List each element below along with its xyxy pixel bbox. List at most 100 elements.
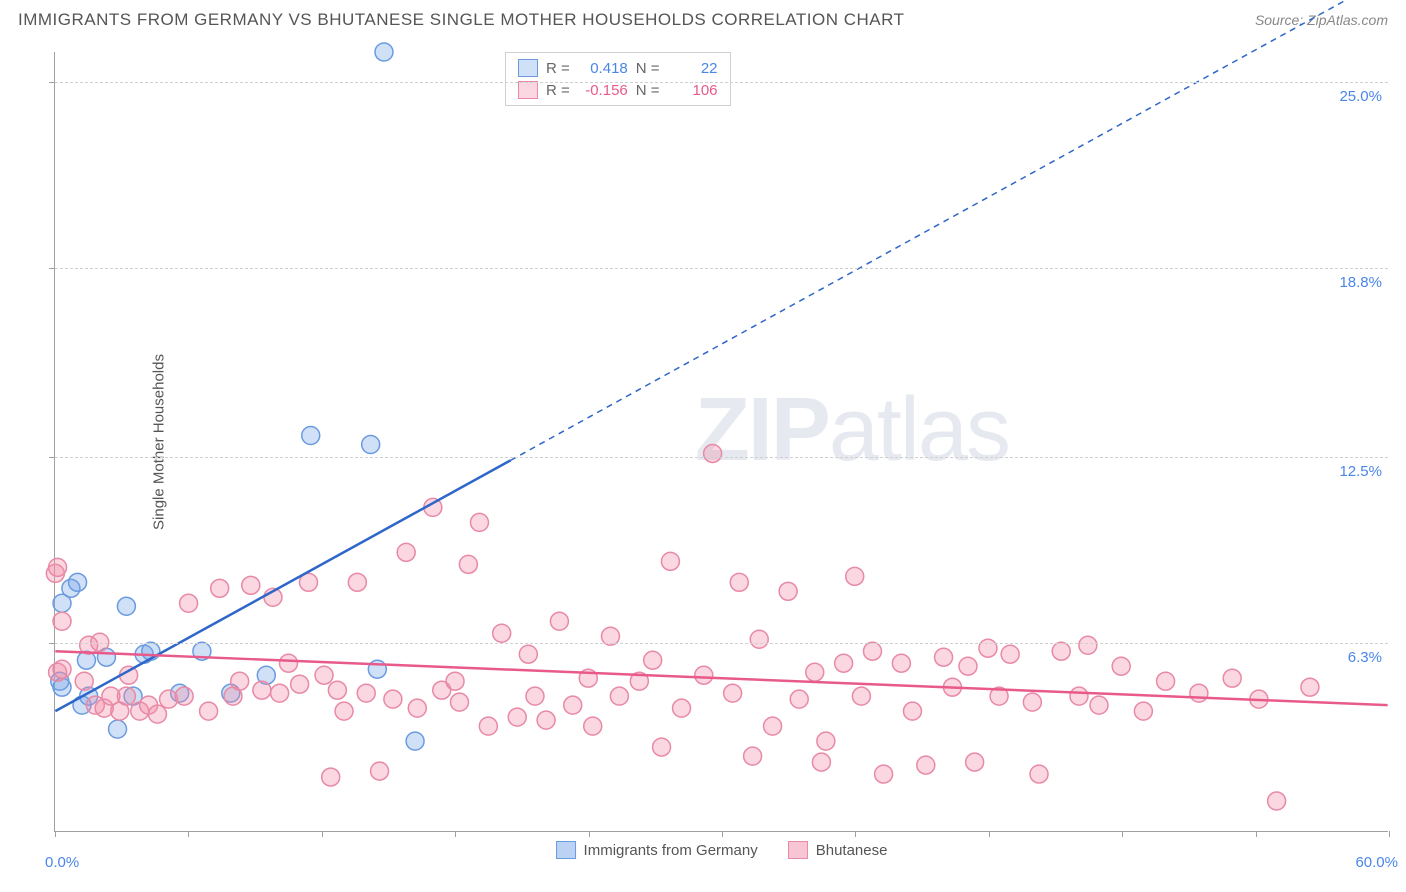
scatter-point — [75, 672, 93, 690]
scatter-point — [764, 717, 782, 735]
scatter-point — [779, 582, 797, 600]
legend-swatch-bhutanese — [518, 81, 538, 99]
y-tick-label: 25.0% — [1339, 88, 1382, 105]
scatter-point — [724, 684, 742, 702]
bottom-legend-item-2: Bhutanese — [788, 841, 888, 859]
scatter-point — [610, 687, 628, 705]
scatter-point — [493, 624, 511, 642]
scatter-point — [584, 717, 602, 735]
scatter-point — [730, 573, 748, 591]
scatter-point — [750, 630, 768, 648]
stats-r-value-1: 0.418 — [578, 60, 628, 77]
scatter-point — [49, 558, 67, 576]
scatter-point — [790, 690, 808, 708]
x-min-label: 0.0% — [45, 854, 79, 871]
chart-title: IMMIGRANTS FROM GERMANY VS BHUTANESE SIN… — [18, 10, 904, 30]
scatter-point — [450, 693, 468, 711]
scatter-point — [1134, 702, 1152, 720]
stats-r-label-2: R = — [546, 82, 570, 99]
scatter-point — [959, 657, 977, 675]
stats-legend: R = 0.418 N = 22 R = -0.156 N = 106 — [505, 52, 731, 106]
scatter-point — [149, 705, 167, 723]
scatter-point — [1023, 693, 1041, 711]
scatter-point — [180, 594, 198, 612]
bottom-swatch-germany — [556, 841, 576, 859]
scatter-point — [231, 672, 249, 690]
scatter-point — [903, 702, 921, 720]
scatter-point — [508, 708, 526, 726]
scatter-point — [1090, 696, 1108, 714]
scatter-point — [812, 753, 830, 771]
stats-n-value-2: 106 — [668, 82, 718, 99]
scatter-point — [644, 651, 662, 669]
stats-legend-row-1: R = 0.418 N = 22 — [518, 57, 718, 79]
stats-n-label: N = — [636, 60, 660, 77]
scatter-point — [322, 768, 340, 786]
scatter-point — [470, 513, 488, 531]
scatter-point — [280, 654, 298, 672]
chart-plot-area: Single Mother Households ZIPatlas R = 0.… — [54, 52, 1388, 832]
bottom-legend-item-1: Immigrants from Germany — [556, 841, 758, 859]
scatter-point — [917, 756, 935, 774]
scatter-point — [242, 576, 260, 594]
scatter-point — [892, 654, 910, 672]
scatter-point — [966, 753, 984, 771]
scatter-point — [446, 672, 464, 690]
scatter-point — [479, 717, 497, 735]
scatter-point — [1079, 636, 1097, 654]
scatter-point — [1052, 642, 1070, 660]
scatter-point — [371, 762, 389, 780]
scatter-point — [253, 681, 271, 699]
bottom-legend-label-1: Immigrants from Germany — [584, 842, 758, 859]
scatter-point — [406, 732, 424, 750]
scatter-point — [835, 654, 853, 672]
y-tick-label: 18.8% — [1339, 274, 1382, 291]
scatter-point — [979, 639, 997, 657]
scatter-point — [408, 699, 426, 717]
scatter-point — [53, 612, 71, 630]
scatter-point — [704, 444, 722, 462]
bottom-swatch-bhutanese — [788, 841, 808, 859]
scatter-point — [1030, 765, 1048, 783]
scatter-point — [291, 675, 309, 693]
scatter-point — [673, 699, 691, 717]
scatter-point — [175, 687, 193, 705]
scatter-point — [459, 555, 477, 573]
scatter-point — [935, 648, 953, 666]
bottom-legend: Immigrants from Germany Bhutanese — [556, 841, 888, 859]
scatter-point — [653, 738, 671, 756]
y-tick-label: 12.5% — [1339, 463, 1382, 480]
scatter-point — [817, 732, 835, 750]
scatter-point — [328, 681, 346, 699]
scatter-point — [200, 702, 218, 720]
scatter-point — [357, 684, 375, 702]
legend-swatch-germany — [518, 59, 538, 77]
bottom-legend-label-2: Bhutanese — [816, 842, 888, 859]
scatter-point — [875, 765, 893, 783]
stats-r-value-2: -0.156 — [578, 82, 628, 99]
scatter-point — [348, 573, 366, 591]
chart-svg — [55, 52, 1388, 831]
scatter-point — [302, 427, 320, 445]
scatter-point — [846, 567, 864, 585]
scatter-point — [1001, 645, 1019, 663]
scatter-point — [695, 666, 713, 684]
scatter-point — [109, 720, 127, 738]
scatter-point — [852, 687, 870, 705]
y-tick-label: 6.3% — [1348, 649, 1382, 666]
scatter-point — [519, 645, 537, 663]
scatter-point — [806, 663, 824, 681]
scatter-point — [211, 579, 229, 597]
scatter-point — [1157, 672, 1175, 690]
chart-header: IMMIGRANTS FROM GERMANY VS BHUTANESE SIN… — [0, 0, 1406, 36]
stats-n-label-2: N = — [636, 82, 660, 99]
x-max-label: 60.0% — [1355, 854, 1398, 871]
scatter-point — [564, 696, 582, 714]
scatter-point — [744, 747, 762, 765]
scatter-point — [69, 573, 87, 591]
scatter-point — [1190, 684, 1208, 702]
scatter-point — [315, 666, 333, 684]
scatter-point — [271, 684, 289, 702]
stats-r-label: R = — [546, 60, 570, 77]
trend-line-solid — [55, 460, 510, 711]
